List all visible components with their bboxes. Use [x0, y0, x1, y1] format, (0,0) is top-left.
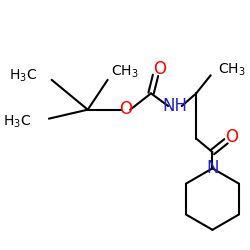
Text: CH$_3$: CH$_3$	[111, 64, 139, 80]
Text: O: O	[153, 60, 166, 78]
Text: CH$_3$: CH$_3$	[218, 62, 246, 78]
Text: O: O	[119, 100, 132, 118]
Text: O: O	[225, 128, 238, 146]
Text: H$_3$C: H$_3$C	[9, 67, 37, 84]
Text: N: N	[206, 159, 219, 177]
Text: H$_3$C: H$_3$C	[3, 114, 31, 130]
Text: NH: NH	[162, 97, 187, 115]
